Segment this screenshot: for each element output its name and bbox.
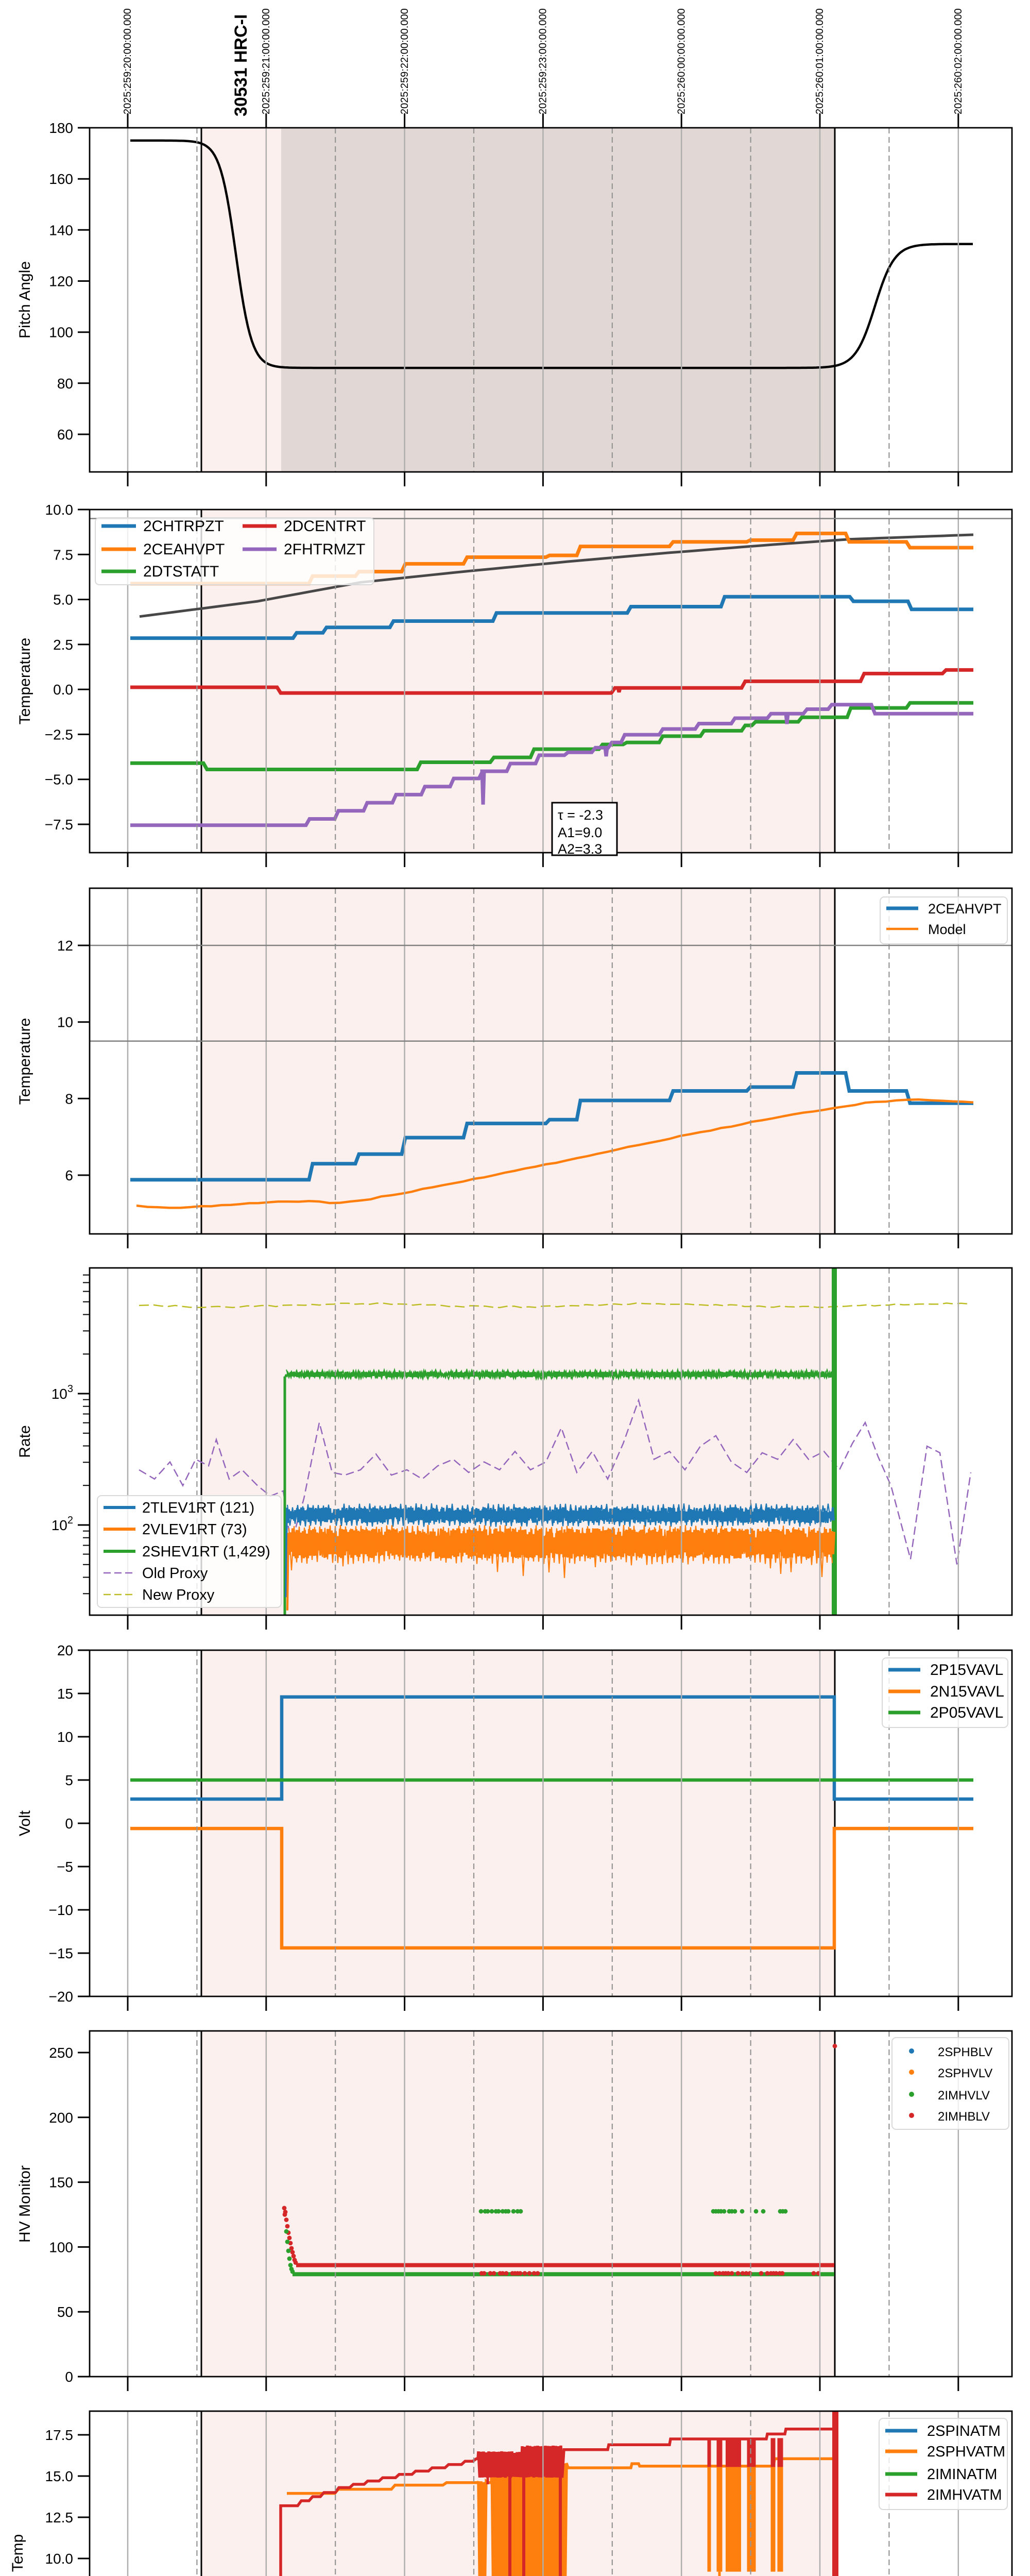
svg-text:10.0: 10.0 xyxy=(45,2551,74,2567)
svg-text:2025:260:00:00:00.000: 2025:260:00:00:00.000 xyxy=(676,8,687,114)
svg-text:2P05VAVL: 2P05VAVL xyxy=(930,1704,1003,1721)
svg-text:15.0: 15.0 xyxy=(45,2468,74,2484)
svg-text:Volt: Volt xyxy=(16,1810,33,1836)
svg-text:250: 250 xyxy=(49,2045,73,2061)
svg-text:τ = -2.3: τ = -2.3 xyxy=(558,807,603,823)
svg-text:5.0: 5.0 xyxy=(53,592,73,608)
svg-text:2IMINATM: 2IMINATM xyxy=(927,2466,997,2483)
svg-text:0.0: 0.0 xyxy=(53,682,73,698)
svg-text:−5: −5 xyxy=(57,1859,73,1875)
svg-text:2025:259:22:00:00.000: 2025:259:22:00:00.000 xyxy=(399,8,410,114)
svg-text:2IMHVATM: 2IMHVATM xyxy=(927,2487,1002,2503)
svg-text:60: 60 xyxy=(57,427,73,443)
svg-text:0: 0 xyxy=(65,2369,73,2385)
svg-text:2TLEV1RT (121): 2TLEV1RT (121) xyxy=(142,1500,254,1516)
svg-text:2P15VAVL: 2P15VAVL xyxy=(930,1662,1003,1679)
svg-text:2DTSTATT: 2DTSTATT xyxy=(143,563,219,580)
svg-text:2N15VAVL: 2N15VAVL xyxy=(930,1683,1004,1700)
svg-text:A1=9.0: A1=9.0 xyxy=(558,825,602,840)
svg-text:Rate: Rate xyxy=(16,1425,33,1458)
svg-text:10.0: 10.0 xyxy=(45,502,74,518)
svg-text:10: 10 xyxy=(57,1014,73,1030)
svg-text:−5.0: −5.0 xyxy=(45,772,73,788)
svg-text:2VLEV1RT (73): 2VLEV1RT (73) xyxy=(142,1521,247,1538)
svg-text:−2.5: −2.5 xyxy=(45,726,73,742)
svg-text:Detector Temp: Detector Temp xyxy=(9,2534,26,2576)
svg-text:12.5: 12.5 xyxy=(45,2510,74,2526)
svg-text:160: 160 xyxy=(49,171,73,187)
svg-text:A2=3.3: A2=3.3 xyxy=(558,841,602,857)
svg-text:50: 50 xyxy=(57,2304,73,2320)
svg-text:New Proxy: New Proxy xyxy=(142,1587,215,1603)
svg-text:2CEAHVPT: 2CEAHVPT xyxy=(928,901,1002,917)
svg-text:100: 100 xyxy=(49,2239,73,2255)
svg-text:2CHTRPZT: 2CHTRPZT xyxy=(143,518,224,535)
svg-text:2025:259:20:00:00.000: 2025:259:20:00:00.000 xyxy=(122,8,133,114)
svg-text:0: 0 xyxy=(65,1816,73,1832)
svg-text:2SPHBLV: 2SPHBLV xyxy=(938,2045,992,2059)
svg-text:2.5: 2.5 xyxy=(53,637,73,653)
svg-text:2DCENTRT: 2DCENTRT xyxy=(284,518,366,535)
svg-text:2IMHVLV: 2IMHVLV xyxy=(938,2089,990,2103)
svg-text:30531 HRC-I: 30531 HRC-I xyxy=(231,14,251,116)
svg-text:Temperature: Temperature xyxy=(16,638,33,724)
svg-text:−15: −15 xyxy=(49,1945,74,1961)
svg-text:7.5: 7.5 xyxy=(53,547,73,563)
svg-text:8: 8 xyxy=(65,1091,73,1107)
svg-text:2FHTRMZT: 2FHTRMZT xyxy=(284,541,365,558)
svg-text:Old Proxy: Old Proxy xyxy=(142,1565,208,1582)
svg-text:2025:259:21:00:00.000: 2025:259:21:00:00.000 xyxy=(261,8,272,114)
svg-text:80: 80 xyxy=(57,376,73,392)
svg-text:2SPHVLV: 2SPHVLV xyxy=(938,2066,992,2080)
svg-text:2SPHVATM: 2SPHVATM xyxy=(927,2444,1005,2460)
svg-text:140: 140 xyxy=(49,222,73,238)
svg-text:HV Monitor: HV Monitor xyxy=(16,2165,33,2243)
svg-text:200: 200 xyxy=(49,2110,73,2126)
svg-text:−7.5: −7.5 xyxy=(45,817,73,833)
svg-text:15: 15 xyxy=(57,1686,73,1702)
svg-text:Temperature: Temperature xyxy=(16,1018,33,1105)
svg-text:Model: Model xyxy=(928,922,966,937)
svg-text:2025:259:23:00:00.000: 2025:259:23:00:00.000 xyxy=(538,8,549,114)
svg-text:12: 12 xyxy=(57,938,73,954)
svg-text:−10: −10 xyxy=(49,1902,74,1918)
svg-text:17.5: 17.5 xyxy=(45,2427,74,2443)
svg-text:5: 5 xyxy=(65,1772,73,1788)
svg-text:−20: −20 xyxy=(49,1989,74,2005)
svg-text:Pitch Angle: Pitch Angle xyxy=(16,261,33,338)
svg-text:180: 180 xyxy=(49,120,73,136)
svg-text:2CEAHVPT: 2CEAHVPT xyxy=(143,541,225,558)
svg-text:20: 20 xyxy=(57,1642,73,1658)
svg-text:2SHEV1RT (1,429): 2SHEV1RT (1,429) xyxy=(142,1544,270,1560)
svg-text:2SPINATM: 2SPINATM xyxy=(927,2423,1001,2439)
svg-text:2025:260:01:00:00.000: 2025:260:01:00:00.000 xyxy=(814,8,826,114)
svg-text:150: 150 xyxy=(49,2175,73,2191)
svg-text:2025:260:02:00:00.000: 2025:260:02:00:00.000 xyxy=(953,8,964,114)
svg-text:2IMHBLV: 2IMHBLV xyxy=(938,2110,990,2124)
svg-text:100: 100 xyxy=(49,325,73,341)
svg-text:6: 6 xyxy=(65,1167,73,1183)
svg-text:120: 120 xyxy=(49,274,73,290)
svg-text:10: 10 xyxy=(57,1729,73,1745)
